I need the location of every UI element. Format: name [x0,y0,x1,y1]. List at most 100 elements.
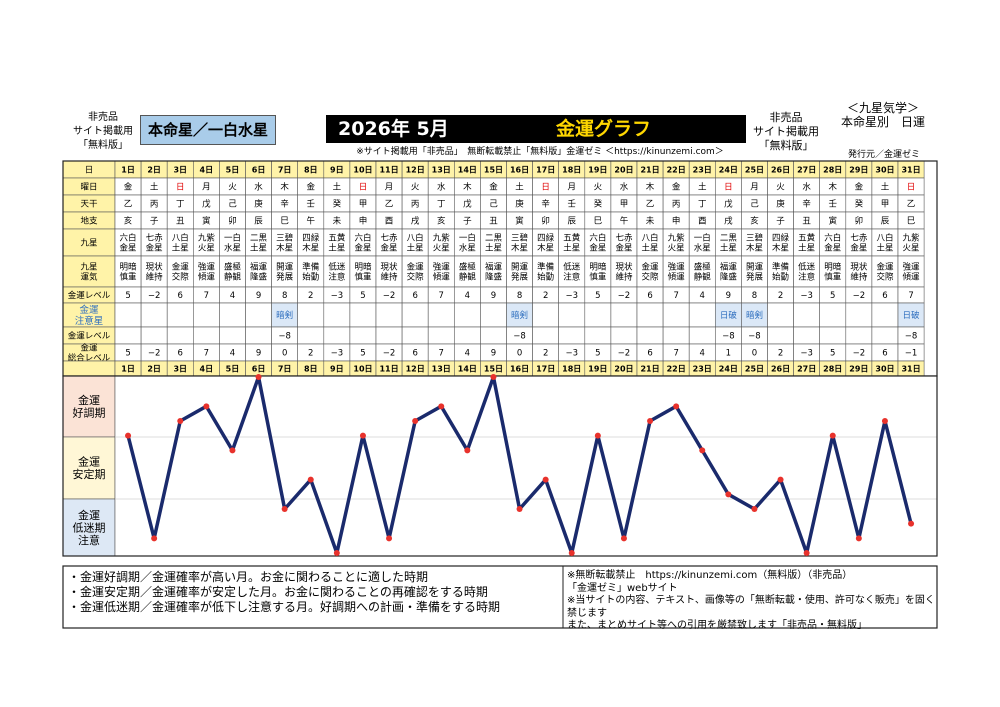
table-cell [558,255,586,288]
table-cell-text: 辰 [254,217,263,227]
data-point [803,550,810,556]
table-cell-text: 29日 [849,364,868,373]
table-cell-text: 金星 [850,243,867,254]
table-cell-text: 発展 [276,273,294,283]
table-cell-text: 隆盛 [485,272,503,283]
table-cell [819,326,847,345]
table-cell-text: −8 [748,332,761,342]
table-cell [532,326,559,345]
table-cell-text: 維持 [615,272,633,283]
table-cell-text: 癸 [333,199,342,210]
table-cell-text: 金星 [615,243,632,254]
table-cell [245,326,272,345]
table-cell-text: 酉 [698,217,707,227]
table-cell-text: −2 [618,349,631,359]
table-cell-text: 四緑 [537,233,555,244]
table-cell-text: 卯 [541,217,550,227]
table-cell [193,326,220,345]
table-cell-text: 3日 [173,165,187,174]
table-cell [114,255,142,288]
table-cell-text: 金運 [407,262,425,273]
table-cell-text: −3 [331,291,344,301]
table-cell-text: −1 [905,349,918,359]
data-point [542,476,549,483]
table-cell [297,255,325,288]
table-cell-text: 2 [543,291,548,301]
table-cell [427,255,455,288]
band-label: 金運 [78,393,100,407]
table-cell [219,326,246,345]
table-cell-text: 傾運 [433,272,451,283]
table-cell [584,326,612,345]
table-cell-text: 9 [491,291,496,301]
table-cell-text: 始動 [302,272,319,283]
table-cell-text: 未 [333,216,342,227]
table-cell [401,302,429,328]
table-cell-text: 低迷 [563,262,581,273]
table-cell [610,255,638,288]
table-cell-text: 壬 [828,199,837,210]
table-cell-text: 明暗 [589,262,607,273]
table-cell-text: 土 [333,182,342,193]
data-point [412,418,419,424]
table-cell [793,326,820,345]
table-cell-text: 2日 [147,165,161,174]
table-cell-text: 27日 [797,364,816,373]
header-right-line: 「無料版」 [758,139,814,152]
table-cell-text: 9 [256,291,261,301]
table-cell-text: 7 [673,349,678,359]
table-cell-text: 9 [256,349,261,359]
table-cell-text: 一白 [459,233,476,244]
table-cell-text: 暗剣 [276,310,293,321]
table-cell [401,326,429,345]
table-cell-text: 6 [882,291,887,301]
table-cell-text: 現状 [615,262,633,273]
table-cell-text: 静観 [694,272,712,283]
row-label: 運気 [80,272,98,283]
table-cell-text: 甲 [881,200,890,210]
table-cell [741,302,768,328]
table-cell-text: −2 [148,349,161,359]
table-cell-text: 三碧 [746,233,764,244]
table-cell [245,255,272,288]
table-cell-text: 23日 [693,165,712,174]
table-cell-text: 日 [176,183,185,193]
table-cell-text: 七赤 [850,234,868,244]
table-cell-text: 八白 [172,233,189,244]
table-cell-text: 12日 [406,364,425,373]
table-cell [349,326,377,345]
table-cell-text: 水 [620,182,629,193]
table-cell-text: 火星 [433,244,450,254]
table-cell-text: 日 [541,183,550,193]
legend-notes: ・金運好調期／金運確率が高い月。お金に関わることに適した時期 ・金運安定期／金運… [68,570,558,615]
table-cell [532,302,559,328]
table-cell-text: 金 [306,182,315,193]
table-cell-text: 癸 [594,199,603,210]
table-cell-text: 低迷 [798,262,816,273]
table-cell-text: 水星 [224,243,241,254]
band-label: 注意 [78,533,100,547]
table-cell-text: 木星 [537,243,554,254]
table-cell-text: 15日 [484,364,503,373]
table-cell-text: 2 [778,291,783,301]
table-cell-text: 九紫 [198,234,216,244]
table-cell-text: 金星 [381,243,398,254]
legend-note: ・金運安定期／金運確率が安定した月。お金に関わることの再確認をする時期 [68,585,488,599]
data-point [594,432,601,439]
table-cell-text: 戊 [463,199,472,210]
table-cell-text: 七赤 [146,234,164,244]
table-cell-text: 7日 [278,364,292,373]
table-cell-text: 28日 [823,165,842,174]
table-cell-text: 土星 [876,243,893,254]
table-cell-text: 辛 [541,199,550,210]
table-cell-text: 辛 [280,199,289,210]
table-cell-text: 暗剣 [746,310,763,321]
table-cell [375,228,403,257]
table-cell-text: 2 [308,291,313,301]
row-label-cell [62,360,116,377]
row-label: 総合レベル [68,353,111,364]
table-cell-text: 維持 [850,272,868,283]
table-cell [662,302,690,328]
table-cell-text: 隆盛 [720,272,738,283]
table-cell-text: 5 [595,349,600,359]
